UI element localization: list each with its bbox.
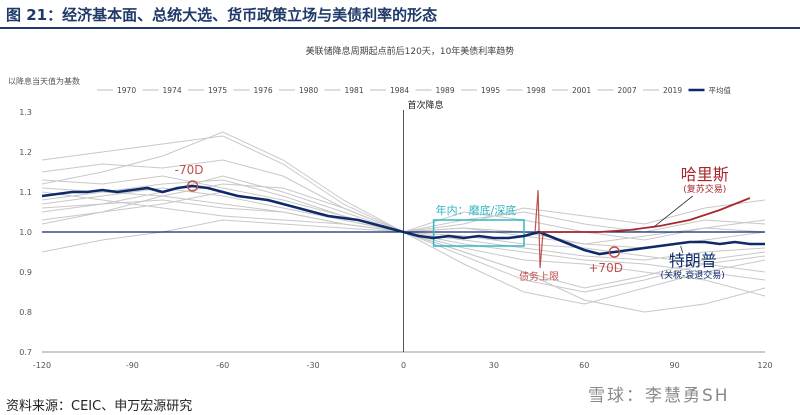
y-tick-label: 1.2 xyxy=(19,148,32,157)
legend-label-9: 1998 xyxy=(527,86,546,95)
legend: 1970 1974 1975 1976 1980 1981 1984 1989 1995 1998… xyxy=(97,85,731,95)
harris-curve xyxy=(539,197,751,233)
legend-label-6: 1984 xyxy=(390,86,409,95)
legend-label-13: 平均值 xyxy=(709,85,732,95)
watermark: 雪球：李慧勇SH xyxy=(588,386,730,406)
legend-label-12: 2019 xyxy=(663,86,682,95)
marker-minus70 xyxy=(186,180,199,192)
y-axis: 0.7 0.8 0.9 1.0 1.1 1.2 1.3 xyxy=(19,108,32,357)
x-tick-label: 60 xyxy=(579,361,589,370)
harris-sub-label: (复苏交易) xyxy=(683,183,726,195)
legend-label-11: 2007 xyxy=(618,86,637,95)
legend-label-4: 1980 xyxy=(299,86,318,95)
chart-title: 美联储降息周期起点前后120天，10年美债利率趋势 xyxy=(306,45,515,57)
legend-label-3: 1976 xyxy=(254,86,273,95)
legend-label-2: 1975 xyxy=(208,86,227,95)
source-note: 资料来源：CEIC、申万宏源研究 xyxy=(6,399,193,414)
bottoming-box-label: 年内：磨底/深底 xyxy=(436,203,517,217)
trump-leader-line xyxy=(680,245,684,254)
chart: 美联储降息周期起点前后120天，10年美债利率趋势 以降息当天值为基数 1970… xyxy=(8,45,773,370)
legend-label-5: 1981 xyxy=(345,86,364,95)
harris-label: 哈里斯 xyxy=(681,165,729,184)
harris-leader-line xyxy=(653,195,693,228)
x-tick-label: -90 xyxy=(126,361,139,370)
debt-ceiling-spike xyxy=(534,189,544,269)
y-tick-label: 0.8 xyxy=(19,308,32,317)
legend-label-10: 2001 xyxy=(572,86,591,95)
legend-label-7: 1989 xyxy=(436,86,455,95)
x-tick-label: 0 xyxy=(401,361,406,370)
first-cut-label: 首次降息 xyxy=(408,99,444,111)
y-axis-label: 以降息当天值为基数 xyxy=(8,76,80,86)
y-tick-label: 0.9 xyxy=(19,268,32,277)
y-tick-label: 1.0 xyxy=(19,228,32,237)
legend-label-1: 1974 xyxy=(163,86,182,95)
y-tick-label: 1.3 xyxy=(19,108,32,117)
bottoming-box xyxy=(432,219,525,247)
debt-ceiling-label: 债务上限 xyxy=(519,270,559,283)
x-tick-label: -60 xyxy=(216,361,229,370)
plus70-label: +70D xyxy=(588,261,623,275)
x-tick-label: 90 xyxy=(670,361,680,370)
figure-title: 图 21：经济基本面、总统大选、货币政策立场与美债利率的形态 xyxy=(6,6,438,24)
y-tick-label: 1.1 xyxy=(19,188,32,197)
x-tick-label: -120 xyxy=(33,361,51,370)
legend-label-0: 1970 xyxy=(117,86,136,95)
x-tick-label: 30 xyxy=(489,361,499,370)
marker-plus70 xyxy=(608,246,621,258)
average-series-line xyxy=(41,184,765,256)
trump-sub-label: (关税-衰退交易) xyxy=(661,269,725,281)
x-axis: -120 -90 -60 -30 0 30 60 90 120 xyxy=(33,361,773,370)
legend-label-8: 1995 xyxy=(481,86,500,95)
y-tick-label: 0.7 xyxy=(19,348,32,357)
x-tick-label: -30 xyxy=(307,361,320,370)
title-divider xyxy=(0,27,800,29)
minus70-label: -70D xyxy=(175,163,204,177)
trump-label: 特朗普 xyxy=(669,251,717,270)
x-tick-label: 120 xyxy=(757,361,772,370)
